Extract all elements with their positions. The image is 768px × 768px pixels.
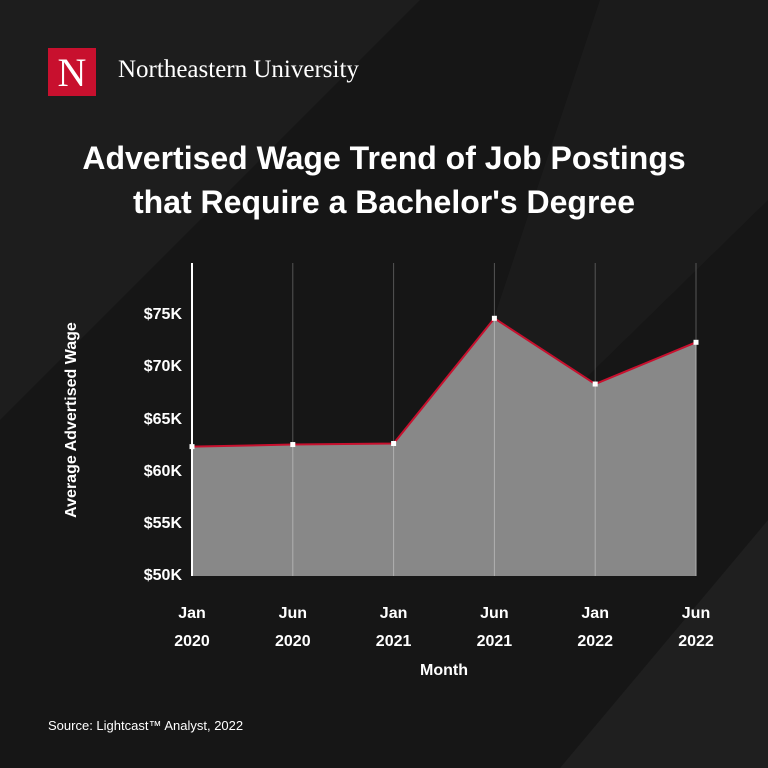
x-axis-label: Month <box>420 662 468 679</box>
background-shape <box>560 520 768 768</box>
marker <box>592 381 598 387</box>
y-axis-label: Average Advertised Wage <box>63 322 80 518</box>
y-tick-label: $65K <box>143 410 182 428</box>
marker <box>491 315 497 321</box>
brand-name: Northeastern University <box>118 56 359 83</box>
y-tick-label: $60K <box>143 462 182 480</box>
x-tick-label: Jun 2020 <box>275 605 311 650</box>
x-tick-label: Jun 2021 <box>476 605 513 650</box>
line <box>191 316 697 448</box>
x-tick-label: Jan 2021 <box>375 605 412 650</box>
background-shape <box>0 0 420 420</box>
logo: N <box>48 48 96 96</box>
plot <box>189 263 699 576</box>
chart-title: Advertised Wage Trend of Job Postings th… <box>82 140 686 220</box>
y-tick-label: $55K <box>143 514 182 532</box>
x-tick-label: Jan 2020 <box>174 605 210 650</box>
marker <box>693 339 699 345</box>
x-tick-label: Jun 2022 <box>678 605 714 650</box>
area <box>192 318 696 576</box>
x-tick-label: Jan 2022 <box>577 605 613 650</box>
y-tick-label: $70K <box>143 358 182 376</box>
y-tick-label: $75K <box>143 306 182 324</box>
marker <box>391 440 397 446</box>
y-tick-label: $50K <box>143 567 182 584</box>
marker <box>290 442 296 448</box>
source: Source: Lightcast™ Analyst, 2022 <box>48 718 244 733</box>
